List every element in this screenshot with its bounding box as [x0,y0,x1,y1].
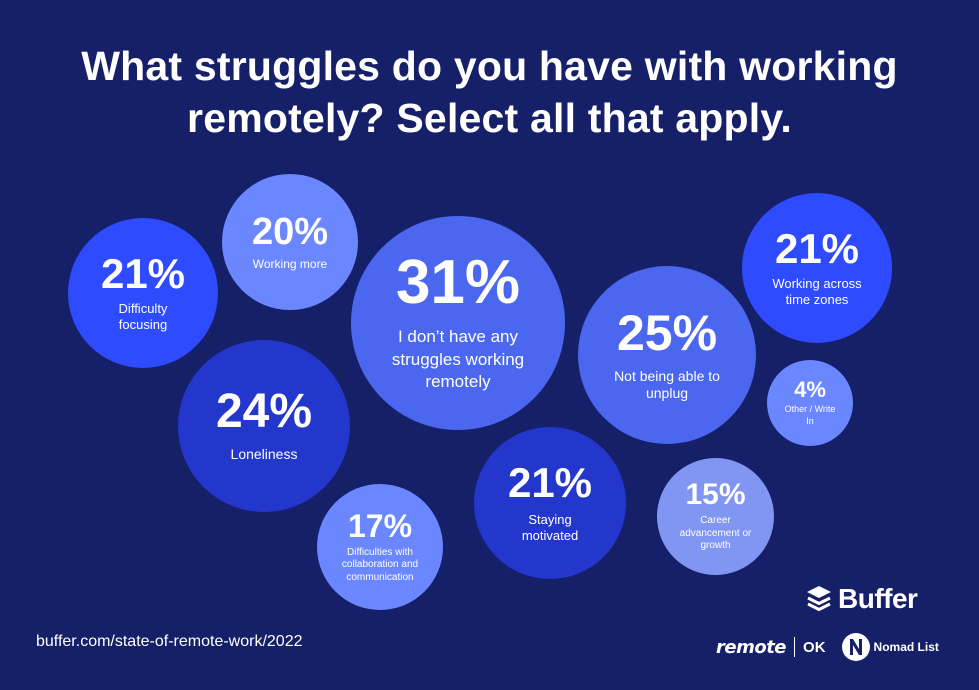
nomad-list-logo: Nomad List [873,640,939,654]
bubble-label: Other / Write In [784,404,836,426]
bubble-label: I don’t have any struggles working remot… [391,326,525,392]
chart-title: What struggles do you have with working … [81,43,898,141]
bubble-label: Not being able to unplug [614,367,720,402]
bubble-no-struggles: 31% I don’t have any struggles working r… [351,216,565,430]
remote-ok-ok: OK [803,638,826,656]
bubble-value: 17% [347,507,413,544]
bubble-label: Career advancement or growth [679,515,752,552]
buffer-logo: Buffer [806,583,918,615]
bubble-value: 4% [794,377,826,403]
bubble-value: 31% [395,247,521,317]
bubble-difficulty-focusing: 21% Difficulty focusing [68,218,218,368]
bubble-value: 21% [774,224,860,272]
stack-layers-icon [806,585,832,613]
remote-ok-logo: remote [716,636,787,658]
bubble-career: 15% Career advancement or growth [657,458,774,575]
buffer-wordmark: Buffer [838,583,918,614]
bubble-loneliness: 24% Loneliness [178,340,350,512]
bubble-label: Difficulties with collaboration and comm… [341,546,419,583]
bubble-label: Difficulty focusing [118,300,168,332]
bubble-value: 21% [100,249,186,297]
bubble-other: 4% Other / Write In [767,360,853,446]
bubble-staying-motivated: 21% Staying motivated [474,427,626,579]
logo-divider [794,637,796,657]
bubble-value: 20% [251,210,329,253]
bubble-label: Loneliness [230,446,298,463]
bubble-collaboration: 17% Difficulties with collaboration and … [317,484,443,610]
bubble-value: 24% [215,385,313,439]
bubble-value: 25% [616,304,718,361]
bubble-time-zones: 21% Working across time zones [742,193,892,343]
partner-logos: remote OK Nomad List [716,632,939,662]
n-badge-icon [841,633,870,661]
bubble-label: Working more [252,256,328,271]
bubble-label: Staying motivated [521,511,579,543]
bubble-unplug: 25% Not being able to unplug [578,266,756,444]
bubble-value: 21% [507,458,593,506]
bubble-label: Working across time zones [772,275,862,307]
source-url: buffer.com/state-of-remote-work/2022 [36,633,303,650]
bubble-working-more: 20% Working more [222,174,358,310]
bubble-value: 15% [685,478,746,512]
